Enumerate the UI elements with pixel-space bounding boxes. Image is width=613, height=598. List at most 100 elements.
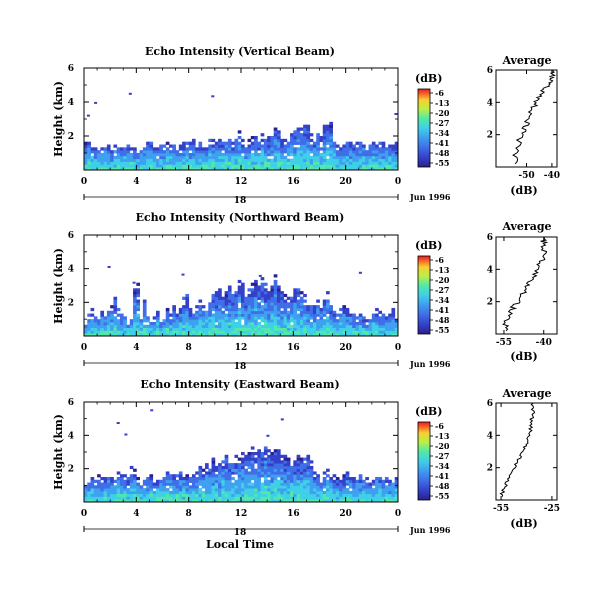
echo-cell (97, 153, 101, 157)
echo-cell (100, 161, 105, 165)
echo-cell (299, 161, 304, 165)
echo-cell (152, 321, 157, 326)
echo-cell (182, 477, 186, 481)
echo-cell (142, 158, 147, 162)
echo-cell (211, 158, 216, 162)
echo-cell (129, 496, 134, 500)
echo-cell (388, 319, 392, 323)
echo-cell (254, 161, 258, 165)
echo-cell (205, 324, 209, 328)
echo-cell (97, 485, 101, 489)
echo-cell (306, 155, 311, 160)
echo-cell (211, 488, 216, 492)
echo-cell (260, 282, 265, 286)
echo-cell (146, 319, 150, 323)
echo-cell (342, 333, 347, 337)
echo-cell (273, 479, 278, 483)
echo-cell (276, 490, 281, 495)
echo-cell (234, 463, 239, 467)
echo-cell (371, 321, 376, 326)
echo-cell (309, 488, 314, 492)
echo-cell (319, 136, 324, 140)
echo-cell (290, 324, 294, 328)
echo-cell (260, 153, 265, 157)
echo-cell (391, 499, 396, 503)
echo-cell (191, 153, 196, 157)
echo-cell (371, 499, 376, 503)
echo-cell (152, 316, 157, 320)
echo-cell (270, 302, 275, 306)
echo-cell (339, 147, 343, 151)
echo-cell (303, 310, 307, 314)
echo-cell (231, 333, 235, 337)
echo-cell (391, 164, 396, 168)
echo-cell (87, 496, 91, 500)
echo-cell (241, 465, 245, 470)
echo-cell (309, 310, 314, 314)
echo-cell (309, 493, 314, 497)
echo-cell (322, 141, 327, 145)
echo-cell (273, 327, 278, 331)
echo-cell (110, 333, 114, 337)
echo-cell (211, 482, 216, 486)
echo-cell (211, 477, 216, 481)
echo-cell (139, 488, 144, 492)
echo-cell (214, 161, 219, 165)
echo-cell (290, 138, 294, 143)
echo-cell (267, 474, 271, 478)
echo-cell (172, 482, 176, 486)
echo-cell (201, 321, 206, 326)
echo-cell (97, 164, 101, 168)
echo-cell (250, 161, 255, 165)
echo-cell (270, 490, 275, 495)
echo-cell (254, 499, 258, 503)
echo-cell (257, 463, 262, 467)
echo-cell (384, 155, 389, 160)
echo-cell (342, 477, 347, 481)
echo-cell (155, 147, 160, 151)
echo-cell (280, 454, 284, 458)
echo-cell (113, 488, 118, 492)
echo-cell (332, 144, 337, 148)
echo-cell (293, 167, 297, 171)
echo-cell (208, 310, 212, 314)
echo-cell (247, 485, 252, 489)
echo-cell (303, 330, 307, 334)
echo-cell (345, 488, 350, 492)
echo-cell (97, 474, 101, 478)
echo-cell (335, 499, 340, 503)
echo-cell (290, 327, 294, 331)
profile-y-tick-label: 2 (487, 298, 493, 308)
echo-cell (394, 493, 399, 497)
echo-cell (273, 133, 278, 137)
echo-cell (329, 485, 333, 489)
echo-cell (221, 144, 226, 148)
echo-cell (87, 490, 91, 495)
echo-cell (221, 488, 226, 492)
echo-cell (123, 474, 127, 478)
y-axis-label: Height (km) (52, 81, 65, 157)
echo-cell (224, 454, 229, 458)
echo-cell (110, 499, 114, 503)
echo-cell (254, 474, 258, 478)
echo-cell (280, 479, 284, 483)
echo-cell (195, 319, 199, 323)
echo-cell (260, 288, 265, 292)
echo-cell (348, 482, 353, 486)
echo-cell (316, 144, 320, 148)
echo-cell (247, 321, 252, 326)
echo-cell (388, 330, 392, 334)
echo-cell (270, 496, 275, 500)
echo-cell (280, 313, 284, 317)
echo-cell (110, 321, 114, 326)
echo-cell (195, 164, 199, 168)
echo-cell (165, 141, 170, 145)
echo-cell (326, 136, 330, 140)
echo-cell (358, 330, 363, 334)
echo-cell (182, 324, 186, 328)
echo-cell (286, 465, 291, 470)
echo-cell (309, 499, 314, 503)
echo-cell (375, 499, 379, 503)
echo-cell (247, 316, 252, 320)
echo-cell (201, 482, 206, 486)
